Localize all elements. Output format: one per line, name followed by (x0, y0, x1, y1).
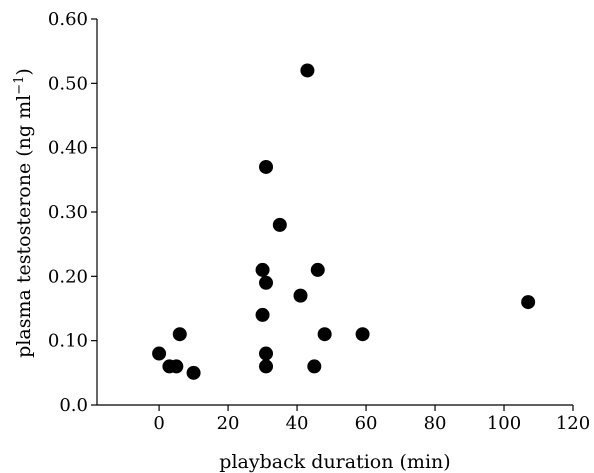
data-point (521, 295, 536, 310)
y-tick-label: 0.10 (48, 331, 88, 352)
data-point (255, 307, 270, 322)
data-point (259, 275, 274, 290)
data-point (272, 217, 287, 232)
data-point (307, 359, 322, 374)
data-point (317, 327, 332, 342)
data-point (255, 262, 270, 277)
x-tick-label: 120 (556, 413, 590, 434)
y-tick-label: 0.50 (48, 73, 88, 94)
y-tick-label: 0.20 (48, 266, 88, 287)
data-point (300, 63, 315, 78)
data-point (259, 159, 274, 174)
data-point (152, 346, 167, 361)
x-tick-label: 40 (286, 413, 309, 434)
data-point (172, 327, 187, 342)
x-tick-label: 80 (424, 413, 447, 434)
x-axis-label: playback duration (min) (219, 451, 450, 473)
y-tick-label: 0.0 (59, 395, 88, 416)
x-tick-label: 20 (217, 413, 240, 434)
data-point (355, 327, 370, 342)
data-point (186, 365, 201, 380)
x-tick-label: 100 (487, 413, 521, 434)
y-tick-label: 0.30 (48, 202, 88, 223)
data-point (259, 346, 274, 361)
y-axis-label-superscript: −1 (12, 76, 27, 95)
x-tick-label: 0 (153, 413, 164, 434)
data-point (259, 359, 274, 374)
axes (96, 19, 573, 406)
x-tick-label: 60 (355, 413, 378, 434)
y-tick-label: 0.60 (48, 9, 88, 30)
y-axis-label: plasma testosterone (ng ml−1) (12, 68, 35, 358)
data-point (310, 262, 325, 277)
data-points (152, 63, 536, 380)
data-point (169, 359, 184, 374)
ticks: 0 20 40 60 80 100 120 0.0 0.10 0.20 0.30 0.40 0.50 0.… (48, 9, 590, 434)
data-point (293, 288, 308, 303)
y-tick-label: 0.40 (48, 138, 88, 159)
